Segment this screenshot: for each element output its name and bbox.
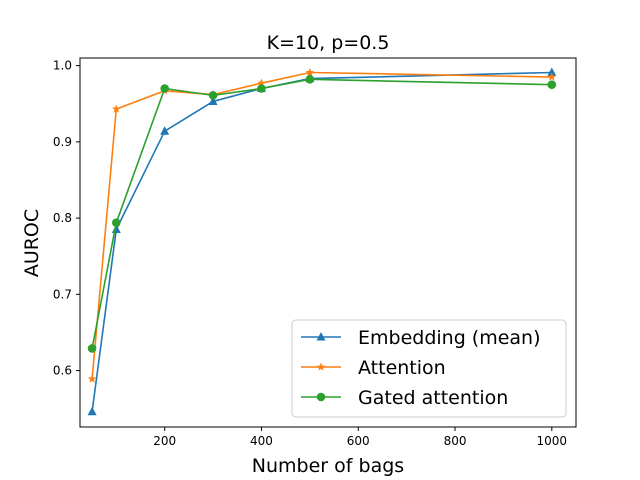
data-point — [208, 91, 218, 100]
legend-label: Attention — [358, 357, 446, 379]
data-point — [87, 344, 97, 353]
legend-label: Gated attention — [358, 387, 508, 409]
data-point — [112, 104, 121, 113]
y-tick-label: 0.9 — [53, 135, 72, 149]
data-point — [547, 80, 557, 89]
data-point — [87, 374, 97, 383]
data-point — [305, 75, 315, 84]
y-tick-label: 0.7 — [53, 287, 72, 301]
data-point — [160, 126, 170, 135]
x-tick-label: 400 — [250, 434, 273, 448]
x-tick-label: 800 — [444, 434, 467, 448]
y-tick-label: 0.8 — [53, 211, 72, 225]
x-tick-label: 600 — [347, 434, 370, 448]
legend: Embedding (mean) Attention Gated attention — [291, 319, 567, 418]
legend-frame — [291, 319, 567, 418]
data-point — [547, 72, 557, 81]
y-tick-label: 0.6 — [53, 364, 72, 378]
data-point — [87, 406, 97, 416]
legend-marker — [316, 332, 326, 341]
data-point — [208, 96, 218, 105]
legend-marker — [316, 392, 326, 402]
data-point — [111, 218, 121, 227]
data-point — [547, 67, 557, 76]
x-axis-label: Number of bags — [252, 455, 404, 477]
data-point — [160, 84, 169, 93]
legend-marker — [316, 362, 326, 371]
y-tick-label: 1.0 — [53, 59, 72, 73]
series-gated-attention — [87, 75, 557, 353]
data-point — [257, 78, 266, 87]
chart-title: K=10, p=0.5 — [267, 32, 390, 54]
ticks-layer: 200 400 600 800 1000 0.6 0.7 0.8 0.9 1.0 — [53, 59, 567, 448]
legend-label: Embedding (mean) — [358, 327, 541, 349]
data-point — [305, 67, 315, 77]
data-point — [257, 84, 266, 93]
x-tick-label: 1000 — [537, 434, 568, 448]
series-layer — [87, 67, 557, 416]
y-axis-label: AUROC — [21, 209, 43, 277]
series-line — [91, 78, 552, 349]
x-tick-label: 200 — [153, 434, 176, 448]
axes-frame — [79, 57, 577, 428]
